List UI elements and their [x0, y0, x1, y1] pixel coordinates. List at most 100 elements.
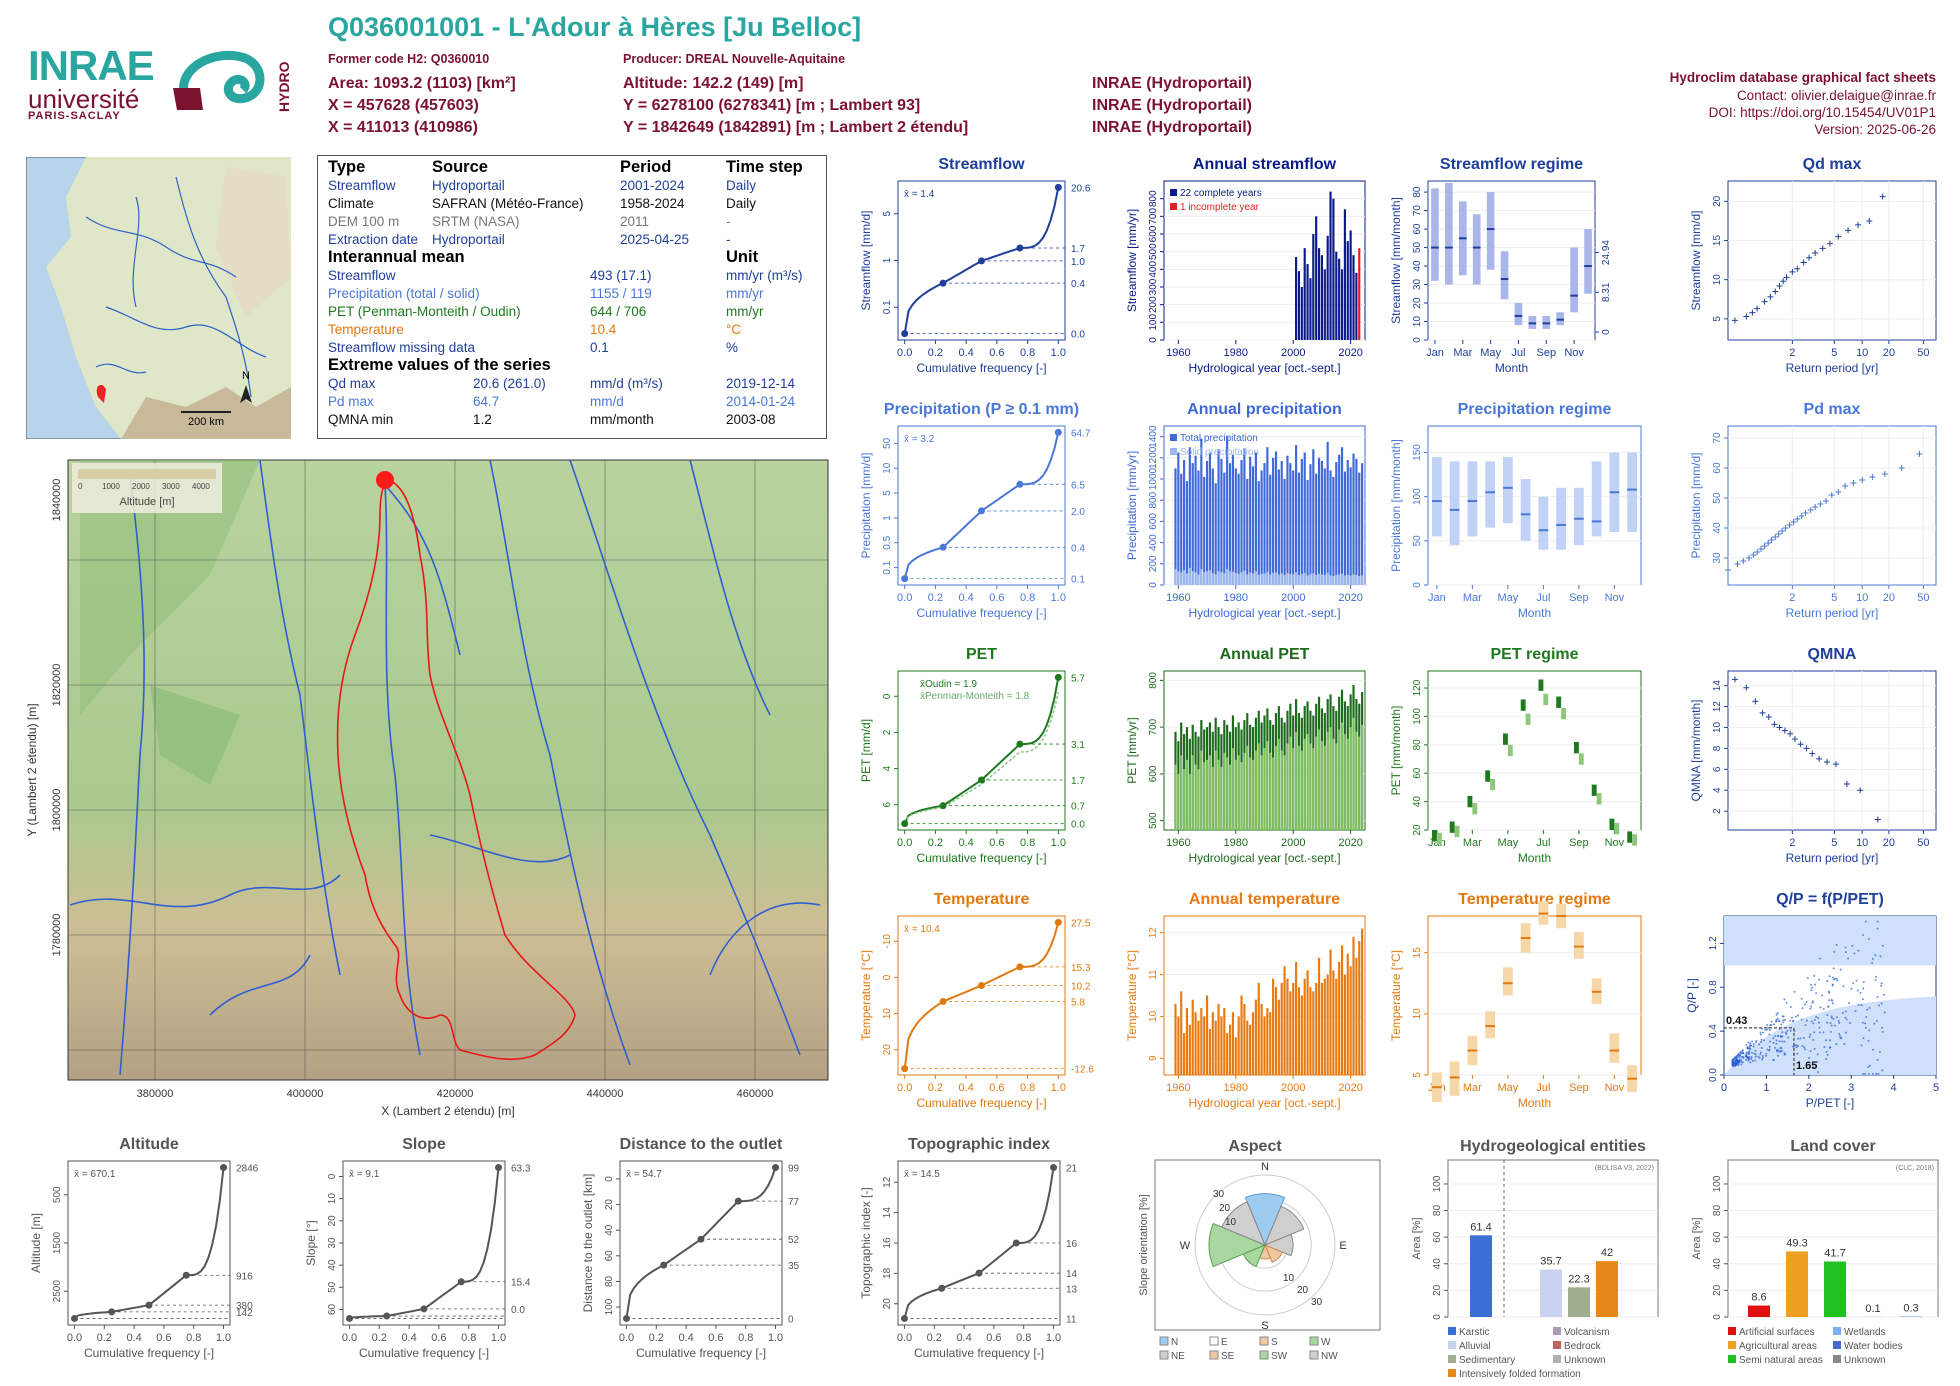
bar-solid [1177, 571, 1180, 585]
scatter-point [1732, 1065, 1735, 1068]
y-tick-label: 200 [1148, 296, 1159, 313]
bar-solid [1289, 573, 1292, 585]
legend-swatch [1448, 1355, 1456, 1363]
scatter-point [1810, 983, 1813, 986]
bar [1568, 1287, 1590, 1317]
x-axis-label: Hydrological year [oct.-sept.] [1188, 361, 1340, 375]
x-axis-label: Cumulative frequency [-] [359, 1346, 489, 1360]
data-point [1812, 250, 1819, 257]
h-step: Time step [726, 158, 803, 176]
legend-swatch [1553, 1327, 1561, 1335]
y-tick-label: 4 [882, 765, 893, 771]
scatter-point [1760, 1046, 1763, 1049]
bar-pm [1223, 752, 1226, 830]
legend-swatch [1728, 1327, 1736, 1335]
y-tick-label: 0 [882, 693, 893, 699]
scatter-point [1778, 1040, 1781, 1043]
scatter-point [1852, 982, 1855, 985]
y-axis-label: PET [mm/month] [1389, 706, 1403, 796]
scatter-point [1830, 1016, 1833, 1019]
x-tick-label: 0.0 [897, 837, 912, 849]
direction-label: S [1261, 1320, 1268, 1332]
plot-frame [897, 915, 1066, 1076]
bar [1540, 1269, 1562, 1317]
scatter-point [1797, 1014, 1800, 1017]
scatter-point [1760, 1038, 1763, 1041]
scatter-point [1829, 1039, 1832, 1042]
scatter-point [1736, 1058, 1739, 1061]
source-3: INRAE (Hydroportail) [1092, 119, 1252, 136]
y-tick-label: 10 [1148, 1010, 1159, 1022]
y-axis-label: Q/P [-] [1685, 978, 1699, 1012]
legend-label: Karstic [1459, 1327, 1490, 1338]
x-tick-label: 0.8 [1020, 837, 1035, 849]
bar-label: 49.3 [1786, 1237, 1807, 1249]
x-tick-label: 0.2 [928, 837, 943, 849]
x-lambert2e: X = 411013 (410986) [328, 119, 478, 136]
scatter-point [1832, 1017, 1835, 1020]
x-axis-label: Cumulative frequency [-] [916, 851, 1046, 865]
scatter-point [1740, 1055, 1743, 1058]
extreme-name: QMNA min [328, 412, 394, 427]
scatter-point [1835, 1043, 1838, 1046]
scatter-point [1761, 1056, 1764, 1059]
direction-label: N [1261, 1161, 1269, 1173]
data-point [1869, 474, 1876, 480]
bar-solid [1234, 572, 1237, 585]
y-tick-label: 10 [327, 1193, 338, 1205]
scatter-point [1783, 1040, 1786, 1043]
scatter-point [1742, 1051, 1745, 1054]
y-tick-label: 100 [1432, 1175, 1443, 1192]
extreme-date: 2019-12-14 [726, 376, 796, 391]
data-point [1734, 561, 1741, 567]
box-oudin [1485, 770, 1491, 782]
data-point [1802, 510, 1809, 516]
box [1485, 1011, 1496, 1039]
legend-swatch [1170, 448, 1177, 455]
scatter-point [1854, 1009, 1857, 1012]
bar [1226, 1033, 1229, 1075]
data-point [1786, 522, 1793, 528]
y-tick-label: 60 [1412, 767, 1423, 779]
scatter-point [1789, 1006, 1792, 1009]
box-pm [1578, 753, 1584, 765]
y-tick-label: 700 [1148, 208, 1159, 225]
scatter-point [1776, 1054, 1779, 1057]
data-point [1787, 730, 1794, 737]
box-pm [1525, 713, 1531, 725]
y-axis-label: Topographic index [-] [859, 1187, 873, 1298]
scatter-point [1752, 1042, 1755, 1045]
chart-title: PET [966, 646, 997, 663]
mean-value: 0.1 [590, 340, 609, 355]
scatter-point [1747, 1041, 1750, 1044]
x-tick-label: 2000 [1281, 837, 1305, 849]
data-point [1859, 477, 1866, 483]
bar-total [1246, 479, 1249, 585]
y-tick-label: 100 [1412, 708, 1423, 725]
scatter-point [1880, 982, 1883, 985]
bar-label: 42 [1601, 1247, 1613, 1259]
bar-solid [1309, 574, 1312, 585]
y-tick-label: 0 [1148, 337, 1159, 343]
slope-cdf-chart: Slope Cumulative frequency [-] Slope [°] 0 1… [304, 1136, 531, 1360]
bar-pm [1269, 752, 1272, 830]
bar [1257, 982, 1260, 1075]
x-tick-label: 1960 [1166, 1082, 1190, 1094]
university-logo: université [28, 84, 140, 114]
y-tick-label: 80 [1412, 186, 1423, 198]
bar [1286, 978, 1289, 1075]
scatter-point [1817, 978, 1820, 981]
scatter-point [1864, 920, 1867, 923]
plot-frame [619, 1160, 783, 1326]
scatter-point [1781, 1031, 1784, 1034]
scatter-point [1844, 1016, 1847, 1019]
box [1538, 496, 1549, 550]
bar-total [1174, 468, 1177, 585]
box-pm [1561, 707, 1567, 720]
bar-total [1185, 481, 1189, 585]
bar-solid [1335, 574, 1338, 585]
scatter-point [1766, 1028, 1769, 1031]
y-tick-label: 50 [882, 437, 893, 449]
x-axis-label: Cumulative frequency [-] [636, 1346, 766, 1360]
bar-total [1343, 471, 1346, 585]
